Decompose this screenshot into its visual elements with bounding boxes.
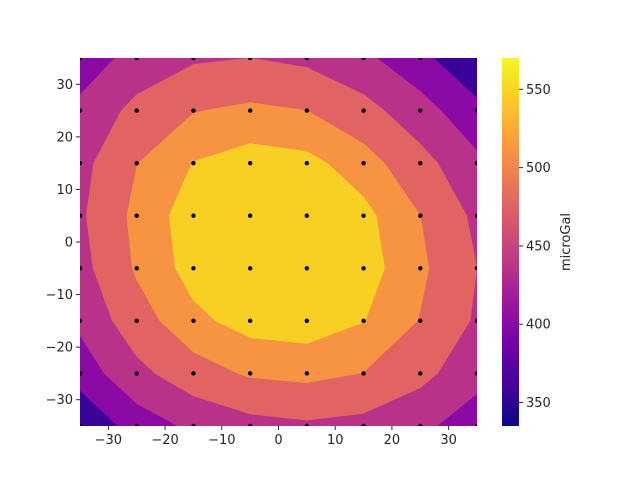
station-marker bbox=[474, 160, 477, 166]
station-marker bbox=[80, 213, 83, 218]
station-marker bbox=[80, 108, 83, 113]
y-tick-label: 30 bbox=[56, 78, 73, 93]
station-marker bbox=[134, 213, 139, 218]
station-marker bbox=[80, 318, 83, 324]
x-tick-label: −30 bbox=[95, 433, 122, 448]
x-tick-label: 30 bbox=[440, 433, 457, 448]
x-axis: −30 −20 −10 0 10 20 30 bbox=[95, 426, 457, 448]
station-marker bbox=[134, 160, 139, 166]
station-marker bbox=[247, 423, 253, 426]
station-marker bbox=[304, 423, 310, 426]
x-tick-label: −10 bbox=[208, 433, 235, 448]
station-marker bbox=[191, 266, 196, 271]
station-marker bbox=[361, 318, 366, 324]
station-markers bbox=[80, 58, 477, 426]
colorbar-tick-label: 400 bbox=[526, 318, 551, 333]
station-marker bbox=[80, 423, 83, 426]
station-marker bbox=[474, 266, 477, 271]
station-marker bbox=[247, 160, 253, 166]
x-tick-label: 20 bbox=[384, 433, 401, 448]
station-marker bbox=[80, 266, 83, 271]
station-marker bbox=[361, 108, 366, 113]
y-tick-label: −20 bbox=[46, 341, 73, 356]
station-marker bbox=[191, 108, 196, 113]
station-marker bbox=[191, 371, 196, 376]
x-tick-label: 10 bbox=[327, 433, 344, 448]
station-marker bbox=[474, 371, 477, 376]
station-marker bbox=[191, 58, 196, 61]
station-marker bbox=[247, 108, 253, 113]
colorbar: 350 400 450 500 550 microGal bbox=[502, 58, 574, 426]
station-marker bbox=[134, 108, 139, 113]
station-marker bbox=[191, 160, 196, 166]
station-marker bbox=[191, 318, 196, 324]
station-marker bbox=[361, 213, 366, 218]
station-marker bbox=[418, 213, 423, 218]
colorbar-label: microGal bbox=[559, 213, 574, 271]
colorbar-tick-label: 500 bbox=[526, 161, 551, 176]
station-marker bbox=[80, 58, 83, 61]
y-tick-label: 0 bbox=[65, 236, 73, 251]
station-marker bbox=[418, 266, 423, 271]
y-tick-label: 10 bbox=[56, 183, 73, 198]
station-marker bbox=[80, 160, 83, 166]
station-marker bbox=[134, 58, 139, 61]
y-tick-label: −10 bbox=[46, 288, 73, 303]
plot-area bbox=[80, 58, 477, 426]
station-marker bbox=[134, 318, 139, 324]
station-marker bbox=[418, 58, 423, 61]
colorbar-tick-label: 350 bbox=[526, 396, 551, 411]
station-marker bbox=[247, 58, 253, 61]
station-marker bbox=[247, 371, 253, 376]
station-marker bbox=[418, 423, 423, 426]
colorbar-ticks: 350 400 450 500 550 bbox=[519, 83, 551, 411]
station-marker bbox=[80, 371, 83, 376]
station-marker bbox=[361, 423, 366, 426]
station-marker bbox=[247, 213, 253, 218]
colorbar-tick-label: 450 bbox=[526, 239, 551, 254]
station-marker bbox=[134, 423, 139, 426]
station-marker bbox=[304, 213, 310, 218]
station-marker bbox=[361, 266, 366, 271]
station-marker bbox=[247, 266, 253, 271]
station-marker bbox=[247, 318, 253, 324]
y-axis: −30 −20 −10 0 10 20 30 bbox=[46, 78, 80, 408]
station-marker bbox=[474, 108, 477, 113]
station-marker bbox=[304, 160, 310, 166]
station-marker bbox=[134, 266, 139, 271]
station-marker bbox=[474, 423, 477, 426]
station-marker bbox=[418, 160, 423, 166]
station-marker bbox=[361, 58, 366, 61]
station-marker bbox=[304, 318, 310, 324]
x-tick-label: −20 bbox=[151, 433, 178, 448]
station-marker bbox=[474, 213, 477, 218]
station-marker bbox=[418, 318, 423, 324]
station-marker bbox=[361, 160, 366, 166]
station-marker bbox=[191, 213, 196, 218]
station-marker bbox=[304, 58, 310, 61]
x-tick-label: 0 bbox=[274, 433, 282, 448]
colorbar-gradient bbox=[502, 58, 519, 426]
contour-fills bbox=[80, 58, 477, 426]
station-marker bbox=[361, 371, 366, 376]
station-marker bbox=[304, 266, 310, 271]
colorbar-tick-label: 550 bbox=[526, 83, 551, 98]
station-marker bbox=[191, 423, 196, 426]
y-tick-label: 20 bbox=[56, 130, 73, 145]
station-marker bbox=[474, 58, 477, 61]
station-marker bbox=[474, 318, 477, 324]
y-tick-label: −30 bbox=[46, 393, 73, 408]
station-marker bbox=[134, 371, 139, 376]
station-marker bbox=[418, 371, 423, 376]
station-marker bbox=[418, 108, 423, 113]
station-marker bbox=[304, 108, 310, 113]
station-marker bbox=[304, 371, 310, 376]
